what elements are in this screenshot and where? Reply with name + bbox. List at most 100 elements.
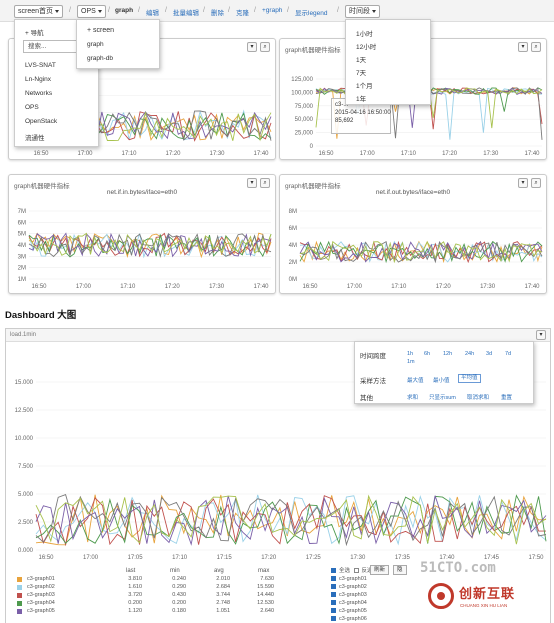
big-chart-panel: load.1min ▾ 15.000 12.500 10.000 7.500 5.000… <box>5 328 551 623</box>
series-max: 14.440 <box>257 592 274 598</box>
nav-menu-item[interactable]: + 导航 <box>25 30 44 37</box>
time-range-button[interactable]: 时间段 <box>345 5 380 18</box>
series-name: c3-graph04 <box>27 600 55 606</box>
checkbox-icon <box>353 568 359 574</box>
sample-avg[interactable]: 平均值 <box>458 374 481 383</box>
sample-max[interactable]: 最大值 <box>407 378 424 384</box>
panel-menu-button[interactable]: ▾ <box>247 178 257 188</box>
breadcrumb-graph[interactable]: graph <box>115 7 134 14</box>
time-span-label: 时间跨度 <box>360 353 386 360</box>
time-option-1y[interactable]: 1年 <box>356 96 367 103</box>
menu-item-lvs-snat[interactable]: LVS-SNAT <box>25 62 56 69</box>
panel-menu-button[interactable]: ▾ <box>518 42 528 52</box>
edit-link[interactable]: 编辑 <box>146 10 159 17</box>
zoom-icon[interactable]: ⌕ <box>260 42 270 52</box>
time-option-12h[interactable]: 12小时 <box>356 44 377 51</box>
big-chart-plot: 15.000 12.500 10.000 7.500 5.000 2.500 0.000 16… <box>15 380 547 561</box>
series-line <box>299 240 543 263</box>
time-range-dropdown-menu: 1小时 12小时 1天 7天 1个月 1年 <box>345 19 431 105</box>
panel-menu-button[interactable]: ▾ <box>247 42 257 52</box>
span-24h[interactable]: 24h <box>465 351 475 357</box>
caret-down-icon <box>97 9 102 13</box>
menu-item-ln-nginx[interactable]: Ln-Nginx <box>25 76 52 83</box>
series-checkbox-item[interactable]: c3-graph06 <box>331 616 367 623</box>
x-tick-label: 16:50 <box>38 555 54 561</box>
series-name: c3-graph01 <box>27 576 55 582</box>
span-12h[interactable]: 12h <box>443 351 453 357</box>
sample-min[interactable]: 最小值 <box>433 378 450 384</box>
series-max: 15.590 <box>257 584 274 590</box>
show-legend-link[interactable]: 显示legend <box>295 10 328 17</box>
x-tick-label: 17:40 <box>439 555 455 561</box>
time-option-1d[interactable]: 1天 <box>356 57 367 64</box>
series-line <box>299 241 543 264</box>
add-screen-menu-item[interactable]: + screen <box>87 27 115 34</box>
menu-item-networks[interactable]: Networks <box>25 90 53 97</box>
series-checkbox-item[interactable]: c3-graph04 <box>331 600 367 607</box>
zoom-icon[interactable]: ⌕ <box>531 178 541 188</box>
y-tick-label: 2M <box>289 260 297 266</box>
span-3d[interactable]: 3d <box>486 351 493 357</box>
series-max: 7.630 <box>260 576 274 582</box>
zoom-icon[interactable]: ⌕ <box>531 42 541 52</box>
series-checkbox-item[interactable]: c3-graph02 <box>331 584 367 591</box>
span-7d[interactable]: 7d <box>505 351 512 357</box>
chart-plot: 8M 6M 4M 2M 0M 16:50 17:00 17:10 17:20 17:30 17:40 <box>289 209 543 290</box>
menu-item-graph[interactable]: graph <box>87 41 104 48</box>
legend-row: c3-graph05 1.120 0.180 1.051 2.640 <box>17 608 317 615</box>
y-tick-label: 4M <box>289 243 297 249</box>
x-tick-label: 16:50 <box>318 151 334 157</box>
menu-item-liutong[interactable]: 流通性 <box>25 135 45 142</box>
sample-method-label: 采样方法 <box>360 378 386 385</box>
caret-down-icon <box>55 9 60 13</box>
x-tick-label: 17:35 <box>395 555 411 561</box>
time-option-7d[interactable]: 7天 <box>356 70 367 77</box>
y-tick-label: 100,000 <box>291 90 313 96</box>
x-tick-label: 17:00 <box>360 151 376 157</box>
x-tick-label: 17:40 <box>253 151 269 157</box>
only-sum-link[interactable]: 只显示sum <box>429 395 456 401</box>
panel-menu-button[interactable]: ▾ <box>518 178 528 188</box>
menu-item-openstack[interactable]: OpenStack <box>25 118 58 125</box>
ops-button[interactable]: OPS <box>77 5 106 18</box>
series-line <box>35 495 546 547</box>
time-option-1m[interactable]: 1个月 <box>356 83 373 90</box>
span-1h[interactable]: 1h <box>407 351 414 357</box>
reset-link[interactable]: 重置 <box>501 395 513 401</box>
cancel-sum-link[interactable]: 取消求和 <box>467 395 490 401</box>
series-checkbox-label: c3-graph03 <box>339 592 367 598</box>
sum-link[interactable]: 求和 <box>407 395 419 401</box>
menu-item-ops[interactable]: OPS <box>25 104 39 111</box>
x-tick-label: 17:30 <box>350 555 366 561</box>
series-min: 0.430 <box>172 592 186 598</box>
batch-edit-link[interactable]: 批量编辑 <box>173 10 199 17</box>
x-tick-label: 17:30 <box>209 151 225 157</box>
select-all-row[interactable]: 全选 反选 <box>331 566 373 574</box>
y-tick-label: 0M <box>289 277 297 283</box>
panel-menu-button[interactable]: ▾ <box>536 330 546 340</box>
span-6h[interactable]: 6h <box>424 351 431 357</box>
hide-button[interactable]: 隐 <box>393 565 407 575</box>
x-tick-label: 17:40 <box>524 151 540 157</box>
y-tick-label: 75,000 <box>295 104 314 110</box>
series-checkbox-label: c3-graph02 <box>339 584 367 590</box>
time-option-1h[interactable]: 1小时 <box>356 31 373 38</box>
x-tick-label: 16:50 <box>31 284 47 290</box>
add-graph-link[interactable]: +graph <box>262 7 283 14</box>
delete-link[interactable]: 删除 <box>211 10 224 17</box>
checkbox-icon <box>331 600 336 606</box>
screen-home-button[interactable]: screen首页 <box>14 5 64 18</box>
series-last: 3.720 <box>128 592 142 598</box>
series-min: 0.290 <box>172 584 186 590</box>
legend-row: c3-graph02 1.610 0.290 2.684 15.590 <box>17 584 317 591</box>
span-1m[interactable]: 1m <box>407 359 415 365</box>
series-name: c3-graph03 <box>27 592 55 598</box>
series-checkbox-item[interactable]: c3-graph05 <box>331 608 367 615</box>
refresh-button[interactable]: 刷新 <box>370 565 390 575</box>
clone-link[interactable]: 克隆 <box>236 10 249 17</box>
menu-item-graph-db[interactable]: graph-db <box>87 55 114 62</box>
x-tick-label: 17:10 <box>401 151 417 157</box>
series-checkbox-item[interactable]: c3-graph01 <box>331 576 367 583</box>
zoom-icon[interactable]: ⌕ <box>260 178 270 188</box>
series-checkbox-item[interactable]: c3-graph03 <box>331 592 367 599</box>
